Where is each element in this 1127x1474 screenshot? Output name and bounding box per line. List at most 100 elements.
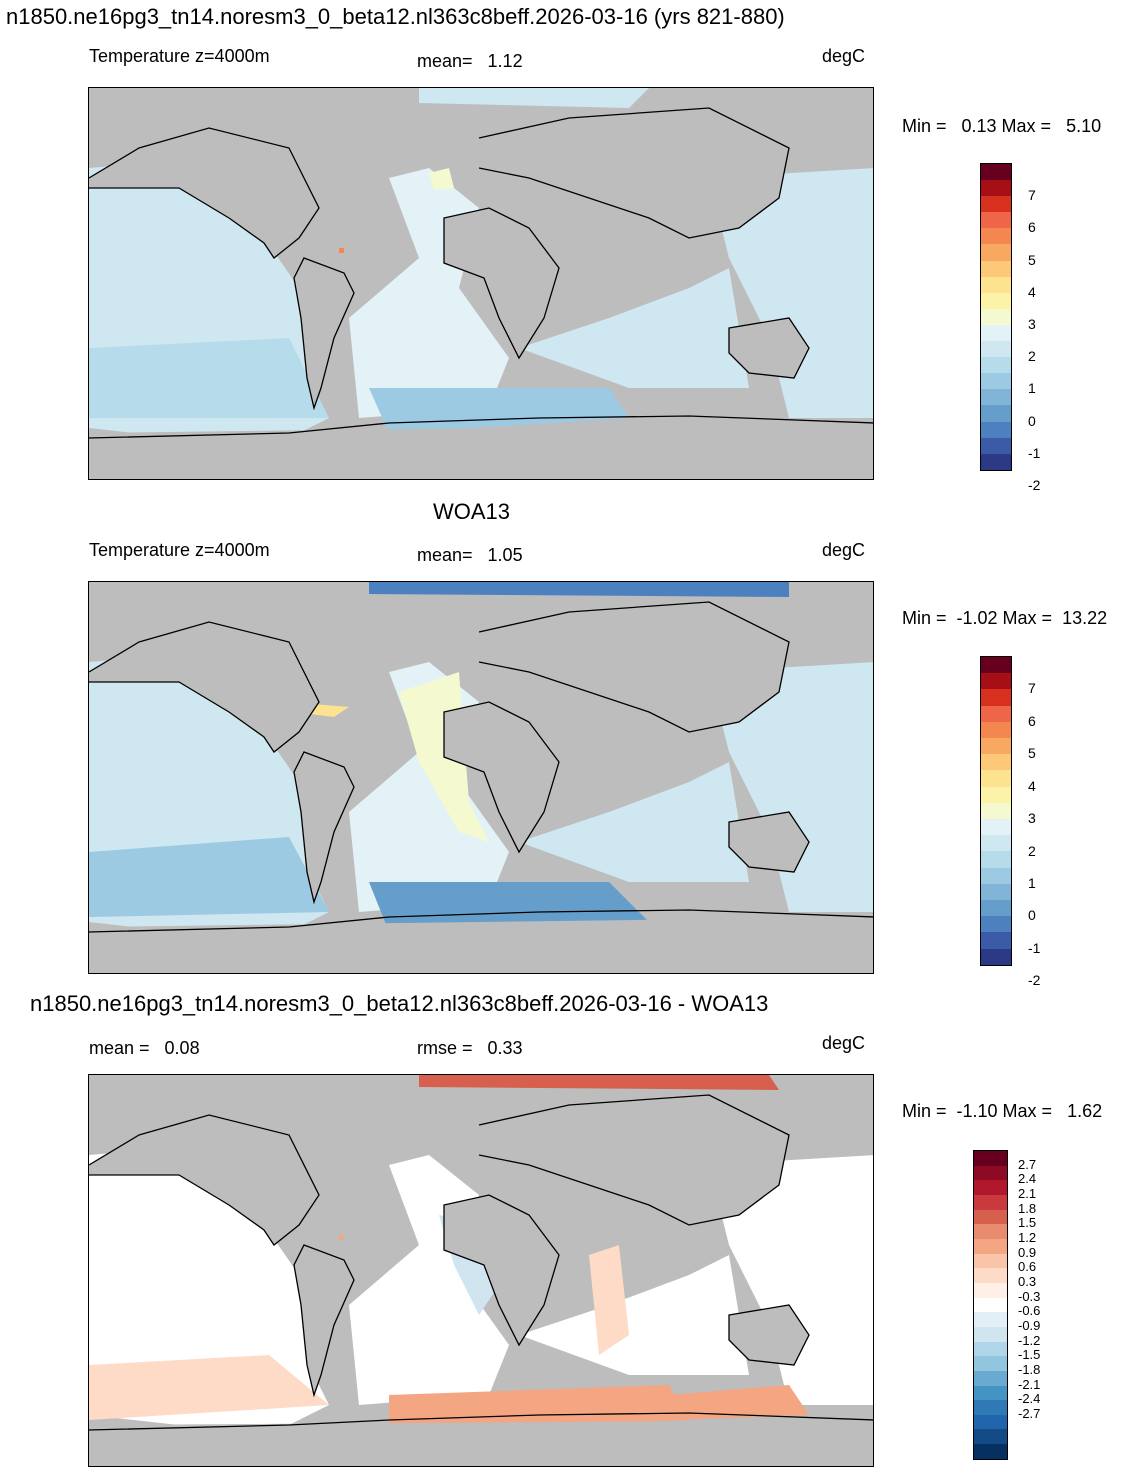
colorbar-tick-label: -0.3 [1018, 1288, 1041, 1304]
colorbar-swatch [981, 357, 1011, 374]
colorbar-swatch [981, 802, 1011, 820]
colorbar-tick-label: 2.4 [1018, 1171, 1037, 1187]
colorbar-tick-label: -2 [1028, 972, 1041, 989]
colorbar-tick-label: 2.7 [1018, 1156, 1037, 1172]
colorbar-swatch [981, 754, 1011, 771]
panel1-mean: mean= 1.12 [417, 51, 523, 71]
colorbar-swatch [981, 405, 1011, 422]
colorbar-tick-label: 0.9 [1018, 1244, 1037, 1260]
panel2-colorbar [980, 656, 1012, 966]
colorbar-swatch [974, 1429, 1007, 1445]
colorbar-tick-label: 2 [1028, 348, 1036, 365]
colorbar-tick-label: -1 [1028, 444, 1041, 461]
panel1-map [88, 87, 874, 480]
colorbar-tick-label: 0 [1028, 412, 1036, 429]
colorbar-tick-label: 6 [1028, 219, 1036, 236]
colorbar-tick-label: -2 [1028, 477, 1041, 494]
colorbar-swatch [981, 180, 1011, 197]
colorbar-tick-label: -0.6 [1018, 1303, 1041, 1319]
colorbar-swatch [981, 373, 1011, 390]
panel1-colorbar [980, 163, 1012, 471]
colorbar-swatch [974, 1312, 1007, 1327]
colorbar-tick-label: -1 [1028, 939, 1041, 956]
colorbar-swatch [974, 1444, 1007, 1459]
colorbar-tick-label: 5 [1028, 745, 1036, 762]
panel2-title: WOA13 [433, 499, 511, 524]
colorbar-swatch [981, 437, 1011, 454]
colorbar-tick-label: 1 [1028, 874, 1036, 891]
colorbar-tick-label: 2.1 [1018, 1186, 1037, 1201]
colorbar-tick-label: 0.6 [1018, 1259, 1037, 1275]
colorbar-swatch [981, 916, 1011, 933]
figure-title: n1850.ne16pg3_tn14.noresm3_0_beta12.nl36… [6, 4, 785, 29]
colorbar-tick-label: 5 [1028, 251, 1036, 268]
panel2-variable: Temperature z=4000m [89, 540, 270, 560]
colorbar-swatch [981, 786, 1011, 803]
colorbar-swatch [981, 341, 1011, 358]
colorbar-swatch [981, 453, 1011, 470]
colorbar-swatch [974, 1209, 1007, 1225]
colorbar-swatch [981, 212, 1011, 229]
panel3-rmse: rmse = 0.33 [417, 1038, 523, 1058]
panel3-minmax: Min = -1.10 Max = 1.62 [902, 1101, 1103, 1121]
colorbar-swatch [981, 689, 1011, 706]
panel2-units: degC [822, 540, 866, 560]
colorbar-tick-label: 7 [1028, 680, 1036, 697]
colorbar-swatch [974, 1151, 1007, 1166]
colorbar-tick-label: 3 [1028, 316, 1036, 333]
colorbar-swatch [981, 260, 1011, 277]
colorbar-swatch [981, 308, 1011, 325]
colorbar-tick-label: -0.9 [1018, 1318, 1041, 1333]
colorbar-swatch [974, 1400, 1007, 1415]
colorbar-swatch [974, 1297, 1007, 1313]
colorbar-swatch [981, 900, 1011, 917]
colorbar-swatch [974, 1414, 1007, 1430]
colorbar-tick-label: 1.8 [1018, 1200, 1037, 1216]
colorbar-tick-label: 0 [1028, 907, 1036, 924]
colorbar-swatch [981, 851, 1011, 868]
colorbar-tick-label: 3 [1028, 810, 1036, 827]
panel3-colorbar [973, 1150, 1008, 1460]
colorbar-swatch [981, 835, 1011, 852]
colorbar-swatch [974, 1238, 1007, 1254]
colorbar-swatch [974, 1282, 1007, 1298]
colorbar-swatch [974, 1385, 1007, 1401]
colorbar-tick-label: -2.1 [1018, 1376, 1041, 1392]
colorbar-tick-label: 2 [1028, 842, 1036, 859]
panel1-units: degC [822, 46, 866, 66]
colorbar-tick-label: -1.8 [1018, 1362, 1041, 1377]
colorbar-tick-label: -1.5 [1018, 1347, 1041, 1363]
panel3-map [88, 1074, 874, 1467]
colorbar-swatch [981, 673, 1011, 690]
panel2-minmax: Min = -1.02 Max = 13.22 [902, 608, 1108, 628]
colorbar-swatch [981, 867, 1011, 884]
panel3-title: n1850.ne16pg3_tn14.noresm3_0_beta12.nl36… [30, 991, 769, 1016]
colorbar-tick-label: 7 [1028, 187, 1036, 204]
colorbar-swatch [974, 1356, 1007, 1371]
colorbar-swatch [981, 292, 1011, 309]
colorbar-swatch [981, 389, 1011, 406]
colorbar-swatch [981, 276, 1011, 293]
colorbar-swatch [981, 948, 1011, 965]
colorbar-tick-label: 0.3 [1018, 1274, 1037, 1289]
colorbar-tick-label: -2.7 [1018, 1406, 1041, 1421]
colorbar-tick-label: 4 [1028, 777, 1036, 794]
colorbar-swatch [981, 883, 1011, 901]
colorbar-tick-label: 1 [1028, 380, 1036, 397]
colorbar-tick-label: 1.2 [1018, 1230, 1037, 1245]
colorbar-tick-label: 4 [1028, 283, 1036, 300]
colorbar-tick-label: -1.2 [1018, 1332, 1041, 1348]
colorbar-swatch [974, 1326, 1007, 1342]
colorbar-swatch [981, 657, 1011, 674]
colorbar-swatch [974, 1165, 1007, 1181]
colorbar-swatch [981, 819, 1011, 836]
panel3-mean: mean = 0.08 [89, 1038, 200, 1058]
colorbar-swatch [974, 1224, 1007, 1239]
colorbar-tick-label: -2.4 [1018, 1391, 1041, 1407]
panel2-mean: mean= 1.05 [417, 545, 523, 565]
colorbar-swatch [974, 1370, 1007, 1386]
colorbar-tick-label: 6 [1028, 712, 1036, 729]
colorbar-swatch [981, 932, 1011, 949]
colorbar-swatch [981, 244, 1011, 261]
panel1-variable: Temperature z=4000m [89, 46, 270, 66]
